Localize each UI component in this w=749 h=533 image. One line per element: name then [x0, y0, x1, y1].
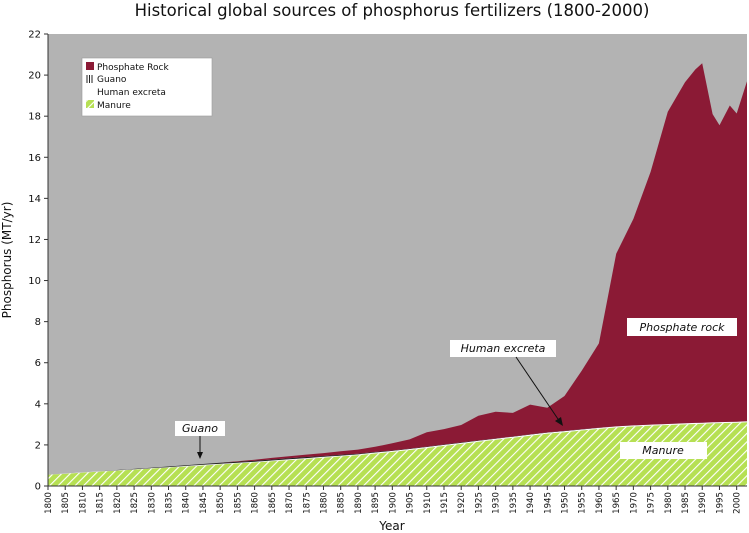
x-tick-label: 1980 [664, 492, 674, 514]
x-tick-label: 1990 [698, 492, 708, 514]
x-tick-label: 1830 [147, 492, 157, 514]
legend-label-manure: Manure [97, 101, 131, 111]
x-tick-label: 1805 [61, 492, 71, 514]
legend: Phosphate Rock Guano Human excreta Manur… [81, 57, 213, 117]
x-tick-label: 1975 [647, 492, 657, 514]
x-tick-label: 1810 [78, 492, 88, 514]
legend-label-human-excreta: Human excreta [97, 88, 166, 98]
areas-layer [48, 63, 747, 486]
y-tick-label: 16 [28, 153, 41, 164]
x-tick-label: 1970 [629, 492, 639, 514]
x-tick-label: 1885 [337, 492, 347, 514]
x-tick-label: 1800 [44, 492, 54, 514]
x-tick-label: 1950 [561, 492, 571, 514]
area-phosphate-rock [48, 63, 747, 475]
area-manure [48, 422, 747, 486]
x-tick-label: 1880 [320, 492, 330, 514]
x-tick-label: 1875 [302, 492, 312, 514]
annotation-guano-text: Guano [182, 422, 218, 435]
legend-label-guano: Guano [97, 75, 127, 85]
legend-label-phosphate-rock: Phosphate Rock [97, 63, 169, 73]
x-tick-label: 1935 [509, 492, 519, 514]
x-tick-label: 1960 [595, 492, 605, 514]
annotation-manure-text: Manure [642, 444, 684, 457]
x-tick-label: 2000 [733, 492, 743, 514]
legend-swatch-manure [86, 100, 94, 108]
y-tick-label: 10 [28, 276, 41, 287]
y-axis-ticks: 0 2 4 6 8 10 12 14 16 18 20 22 [28, 30, 48, 493]
x-tick-label: 1865 [268, 492, 278, 514]
y-tick-label: 18 [28, 112, 41, 123]
x-tick-label: 1915 [440, 492, 450, 514]
x-axis-ticks: 1800 1805 1810 1815 1820 1825 1830 1835 1840 1845… [44, 486, 743, 514]
x-tick-label: 1995 [716, 492, 726, 514]
x-tick-label: 1945 [543, 492, 553, 514]
x-tick-label: 1900 [388, 492, 398, 514]
x-tick-label: 1870 [285, 492, 295, 514]
legend-swatch-human-excreta [86, 87, 94, 95]
x-tick-label: 1860 [251, 492, 261, 514]
legend-box [81, 57, 213, 117]
y-tick-label: 14 [28, 194, 41, 205]
x-tick-label: 1855 [233, 492, 243, 514]
x-tick-label: 1965 [612, 492, 622, 514]
x-tick-label: 1840 [182, 492, 192, 514]
x-tick-label: 1825 [130, 492, 140, 514]
x-tick-label: 1815 [96, 492, 106, 514]
y-tick-label: 2 [35, 440, 41, 451]
annotation-phosphate-rock-text: Phosphate rock [639, 321, 725, 334]
x-axis-label: Year [378, 519, 404, 533]
x-tick-label: 1940 [526, 492, 536, 514]
legend-swatch-guano [86, 75, 94, 83]
y-tick-label: 8 [35, 317, 41, 328]
x-tick-label: 1895 [371, 492, 381, 514]
y-tick-label: 0 [35, 482, 41, 493]
annotation-human-excreta-text: Human excreta [461, 342, 546, 355]
x-tick-label: 1955 [578, 492, 588, 514]
y-tick-label: 6 [35, 358, 41, 369]
y-tick-label: 20 [28, 71, 41, 82]
chart-title: Historical global sources of phosphorus … [135, 1, 650, 20]
x-tick-label: 1850 [216, 492, 226, 514]
legend-swatch-phosphate-rock [86, 62, 94, 70]
x-tick-label: 1905 [406, 492, 416, 514]
x-tick-label: 1910 [423, 492, 433, 514]
x-tick-label: 1820 [113, 492, 123, 514]
x-tick-label: 1920 [457, 492, 467, 514]
x-tick-label: 1890 [354, 492, 364, 514]
x-tick-label: 1930 [492, 492, 502, 514]
x-tick-label: 1845 [199, 492, 209, 514]
annotation-phosphate-rock: Phosphate rock [627, 318, 737, 336]
y-tick-label: 22 [28, 30, 41, 41]
annotation-human-excreta: Human excreta [450, 340, 563, 426]
y-tick-label: 12 [28, 235, 41, 246]
y-tick-label: 4 [35, 399, 41, 410]
y-axis-label: Phosphorus (MT/yr) [0, 202, 14, 319]
x-tick-label: 1835 [165, 492, 175, 514]
annotation-manure: Manure [620, 442, 707, 459]
x-tick-label: 1925 [474, 492, 484, 514]
x-tick-label: 1985 [681, 492, 691, 514]
annotation-guano: Guano [175, 421, 225, 459]
